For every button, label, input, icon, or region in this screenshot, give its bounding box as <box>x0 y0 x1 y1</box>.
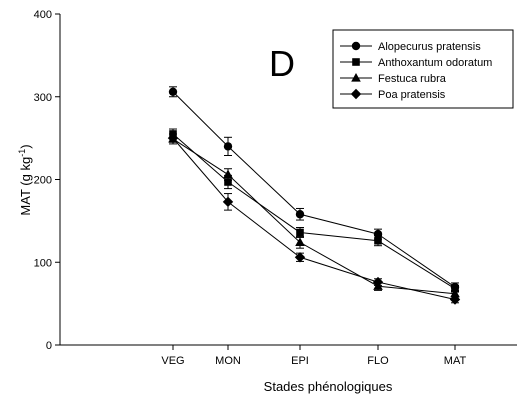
data-point <box>374 236 382 245</box>
y-tick-label: 200 <box>34 175 52 187</box>
legend-marker <box>351 41 361 51</box>
data-point <box>450 288 460 298</box>
data-point <box>296 228 304 237</box>
data-point <box>449 294 461 305</box>
y-tick-label: 0 <box>46 340 52 352</box>
data-point <box>223 169 233 179</box>
y-axis-title-main: MAT (g kg <box>18 157 33 216</box>
series-diamond <box>167 132 461 305</box>
y-tick-label: 400 <box>34 9 52 21</box>
data-point <box>222 196 234 208</box>
x-axis-title: Stades phénologiques <box>264 379 393 394</box>
series-circle <box>168 86 460 292</box>
x-tick-label: VEG <box>161 355 184 367</box>
y-axis-title: MAT (g kg-1) <box>17 144 33 215</box>
x-tick-label: EPI <box>291 355 309 367</box>
data-point <box>372 276 384 288</box>
data-point <box>294 252 306 263</box>
x-tick-label: MON <box>215 355 241 367</box>
data-point <box>223 142 233 151</box>
y-axis-title-exponent: -1 <box>17 149 27 157</box>
panel-letter: D <box>269 43 295 84</box>
data-point <box>295 210 305 219</box>
series-line <box>172 137 456 300</box>
axes: 0 100 200 300 400 VEG MON EPI FLO MAT <box>34 9 517 367</box>
data-point <box>295 237 305 246</box>
legend: Alopecurus pratensis Anthoxantum odoratum… <box>332 29 514 109</box>
data-point <box>224 178 232 186</box>
y-tick-label: 300 <box>34 92 52 104</box>
chart-marks <box>167 86 461 305</box>
data-point <box>168 87 178 96</box>
legend-box <box>332 29 514 109</box>
legend-label: Festuca rubra <box>378 73 447 85</box>
series-line <box>172 133 456 290</box>
legend-marker <box>350 88 362 100</box>
series-square <box>169 128 459 293</box>
x-tick-label: FLO <box>367 355 389 367</box>
legend-label: Poa pratensis <box>378 89 446 101</box>
series-triangle <box>168 133 460 298</box>
data-point <box>167 132 179 144</box>
y-axis-title-end: ) <box>18 144 33 148</box>
legend-marker <box>351 73 361 82</box>
x-tick-label: MAT <box>444 355 467 367</box>
series-line <box>172 91 456 288</box>
legend-marker <box>352 58 360 66</box>
y-tick-label: 100 <box>34 257 52 269</box>
legend-label: Alopecurus pratensis <box>378 41 481 53</box>
legend-label: Anthoxantum odoratum <box>378 57 492 69</box>
series-line <box>172 138 456 295</box>
